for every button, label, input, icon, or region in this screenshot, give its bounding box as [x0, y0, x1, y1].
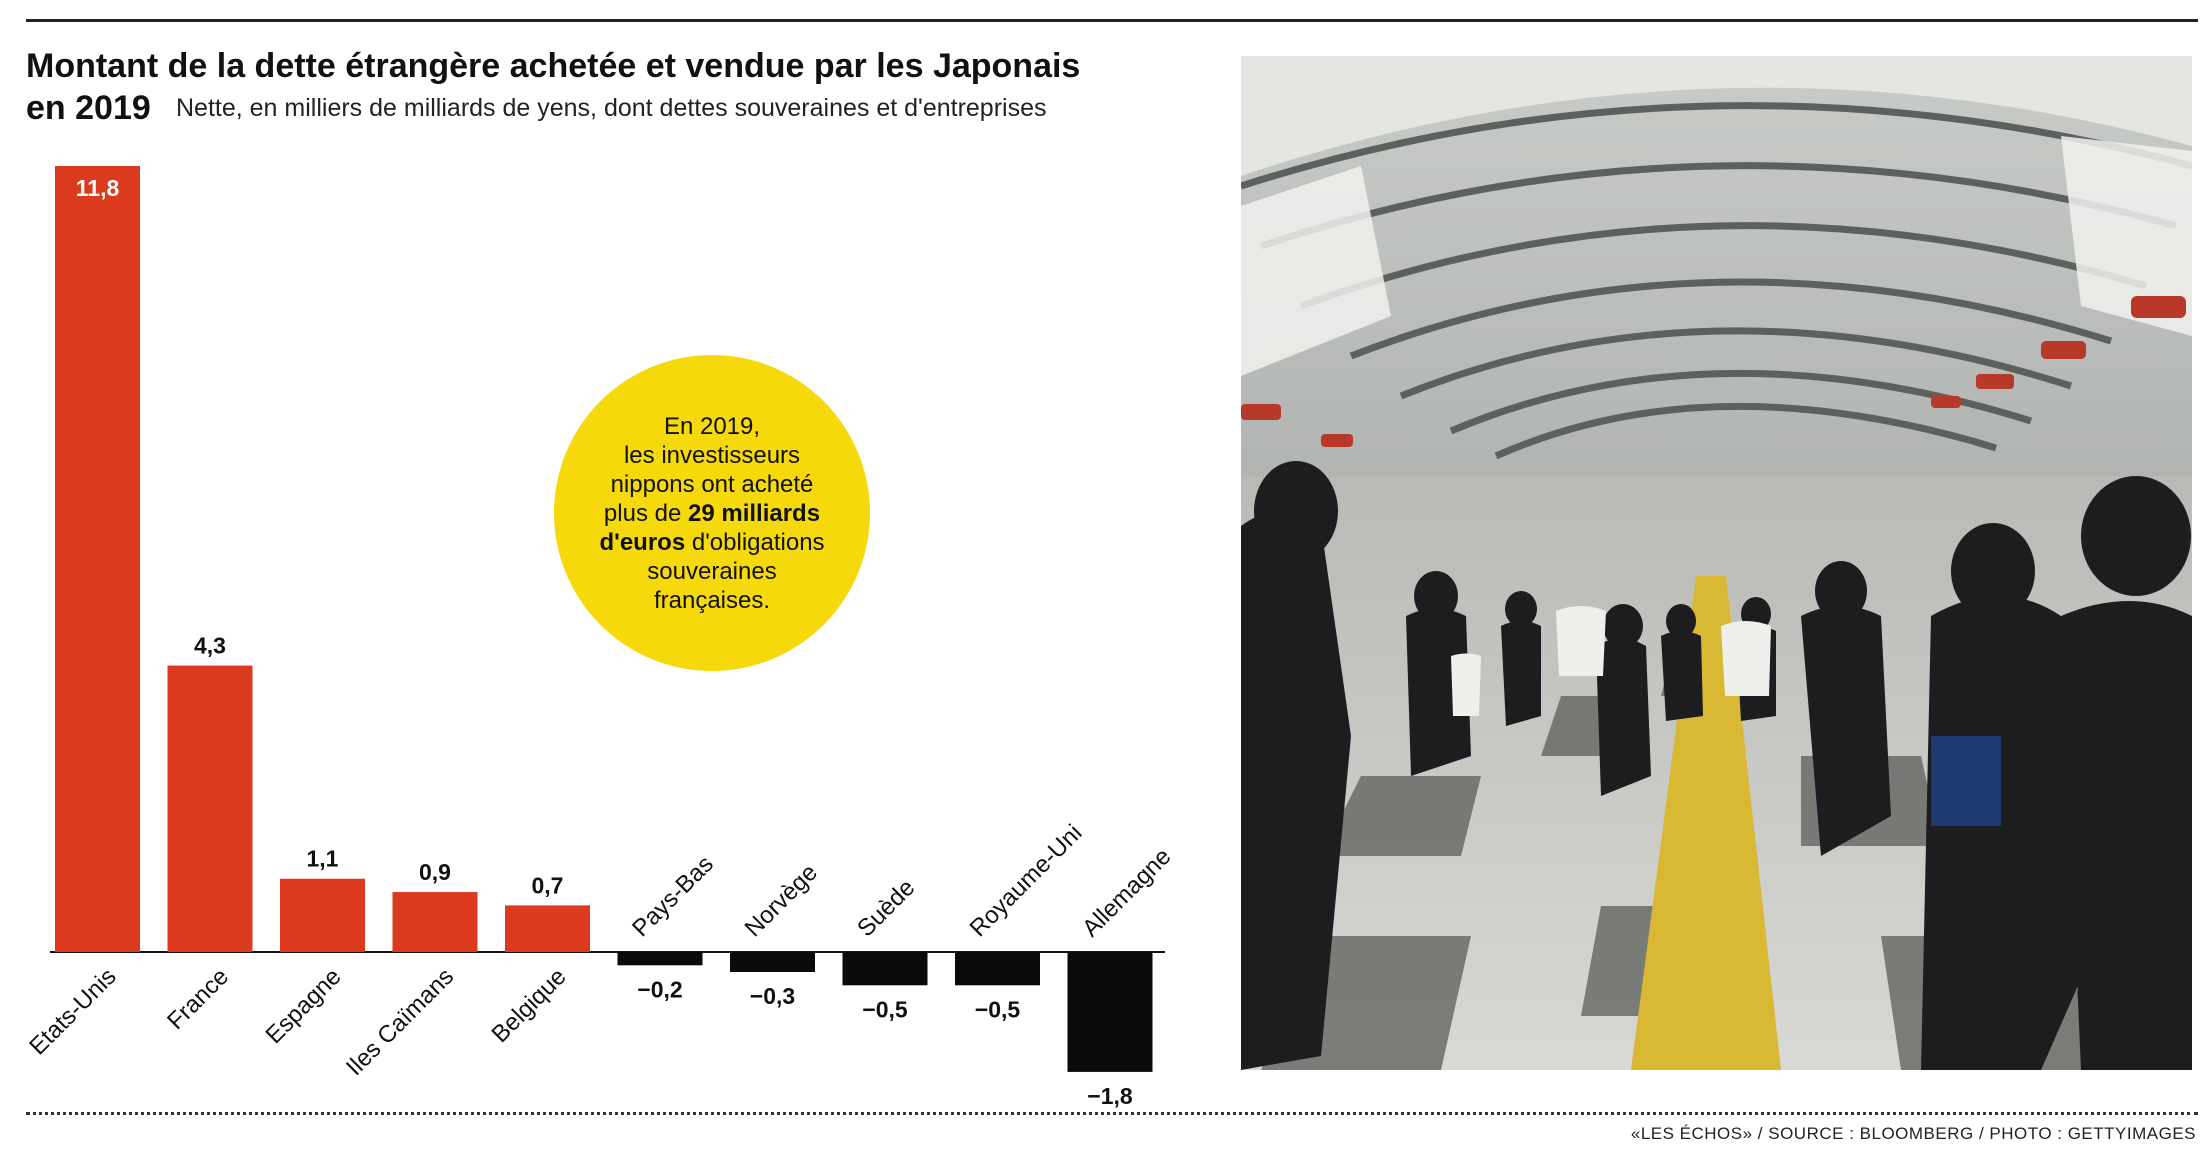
chart-title: Montant de la dette étrangère achetée et…: [26, 47, 1081, 85]
callout-line-3: nippons ont acheté: [610, 470, 814, 498]
value-label: 0,9: [419, 859, 451, 885]
bar-royaume-uni: [955, 952, 1040, 986]
category-label: France: [162, 963, 234, 1035]
value-label: 4,3: [194, 633, 226, 659]
callout-line-7: françaises.: [653, 586, 771, 614]
callout-bold-amount: 29 milliards: [687, 499, 821, 527]
bar-belgique: [505, 905, 590, 952]
category-label: Belgique: [486, 963, 571, 1048]
source-credit: «LES ÉCHOS» / SOURCE : BLOOMBERG / PHOTO…: [1630, 1124, 2196, 1143]
chart-title-year: en 2019: [26, 89, 151, 127]
value-label: −0,5: [862, 996, 908, 1022]
top-rule: [26, 19, 2198, 22]
bottom-rule: [26, 1112, 2198, 1115]
bar-chart: 11,8 Etats-Unis 4,3 France 1,1 Espagne 0,9 Iles…: [24, 166, 1176, 1109]
callout-line-2: les investisseurs: [623, 441, 801, 469]
callout-text: En 2019, les investisseurs nippons ont a…: [577, 412, 847, 615]
bar-allemagne: [1067, 952, 1153, 1072]
callout-bold-currency: d'euros: [599, 528, 686, 556]
station-crowd-photo: [1241, 56, 2192, 1070]
category-label: Royaume-Uni: [965, 819, 1088, 942]
bar-france: [167, 665, 253, 952]
value-label: 0,7: [532, 872, 564, 898]
value-label: 11,8: [76, 175, 120, 201]
bar-espagne: [280, 878, 365, 952]
callout-line-1: En 2019,: [663, 412, 761, 440]
value-label: −1,8: [1087, 1083, 1133, 1109]
bar-iles-ca-mans: [392, 892, 478, 952]
bar-etats-unis: [55, 166, 140, 952]
callout-line-4-pre: plus de: [603, 499, 688, 527]
category-label: Espagne: [261, 963, 347, 1049]
category-label: Allemagne: [1077, 843, 1176, 942]
bar-norv-ge: [730, 952, 815, 972]
category-label: Pays-Bas: [627, 851, 719, 943]
value-label: −0,2: [637, 976, 682, 1002]
value-label: −0,5: [975, 996, 1021, 1022]
category-label: Iles Caïmans: [341, 963, 459, 1081]
category-label: Etats-Unis: [24, 963, 121, 1060]
bar-pays-bas: [617, 952, 703, 966]
chart-subtitle: Nette, en milliers de milliards de yens,…: [176, 94, 1047, 122]
callout-line-6: souveraines: [647, 557, 777, 585]
category-label: Suède: [852, 874, 920, 942]
bar-su-de: [842, 952, 928, 986]
callout-line-5-post: d'obligations: [685, 528, 825, 556]
value-label: 1,1: [307, 846, 339, 872]
category-label: Norvège: [740, 859, 823, 942]
value-label: −0,3: [750, 983, 795, 1009]
callout-bubble: En 2019, les investisseurs nippons ont a…: [554, 355, 870, 671]
